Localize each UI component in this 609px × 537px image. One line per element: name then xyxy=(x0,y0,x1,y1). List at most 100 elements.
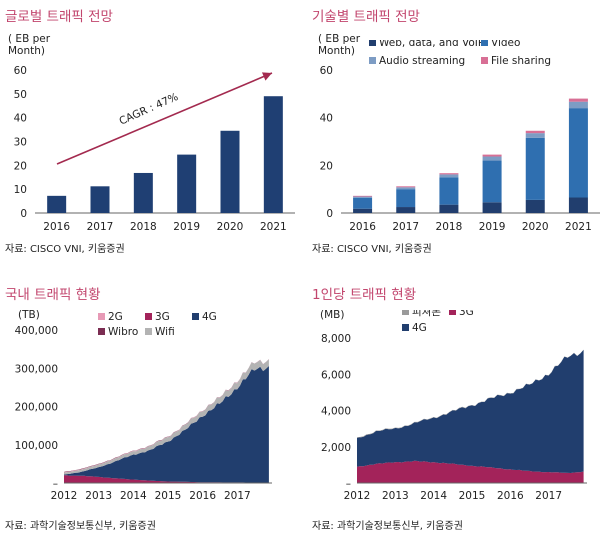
legend-label: 3G xyxy=(155,311,170,323)
bar-segment xyxy=(353,195,373,197)
bar-segment xyxy=(439,173,459,175)
bar-segment xyxy=(482,154,502,157)
chart2-svg: 0 20 40 60 2016 2017 2018 2019 2020 2021 Web, data… xyxy=(320,40,600,233)
x-tick-label: 2012 xyxy=(344,490,371,502)
y-tick-label: 40 xyxy=(320,113,333,125)
x-tick-label: 2017 xyxy=(535,490,562,502)
bar-segment xyxy=(439,174,459,178)
legend-swatch xyxy=(98,313,105,320)
trend-arrow-line xyxy=(56,72,273,165)
y-tick-label: 400,000 xyxy=(15,325,58,337)
y-tick-label: 6,000 xyxy=(321,369,351,381)
chart4-unit: (MB) xyxy=(320,309,345,321)
x-tick-label: 2016 xyxy=(349,221,376,233)
chart2-source: 자료: CISCO VNI, 키움증권 xyxy=(312,244,432,255)
chart1-svg: 0 10 20 30 40 50 60 2016 2017 2018 2019 2020 2021 CAG… xyxy=(14,65,295,233)
bar-segment xyxy=(396,187,416,190)
bar xyxy=(177,154,197,213)
x-tick-label: 2019 xyxy=(173,221,200,233)
legend-label: File sharing xyxy=(491,55,551,67)
y-tick-label: 0 xyxy=(20,208,27,220)
bar-segment xyxy=(482,160,502,203)
legend-swatch xyxy=(369,57,376,64)
x-tick-label: 2020 xyxy=(217,221,244,233)
y-tick-label: 100,000 xyxy=(15,440,58,452)
legend-label: 2G xyxy=(108,311,123,323)
x-tick-label: 2015 xyxy=(155,490,182,502)
bar-segment xyxy=(525,199,545,213)
bar-segment xyxy=(568,101,588,109)
y-tick-label: 300,000 xyxy=(15,363,58,375)
trend-arrow-head xyxy=(261,72,272,81)
x-tick-label: 2012 xyxy=(51,490,78,502)
bar-segment xyxy=(482,202,502,213)
chart4-source: 자료: 과학기술정보통신부, 키움증권 xyxy=(312,521,463,532)
bar-segment xyxy=(568,108,588,198)
y-tick-label: 20 xyxy=(14,160,27,172)
x-tick-label: 2013 xyxy=(382,490,409,502)
x-tick-label: 2015 xyxy=(459,490,486,502)
bar xyxy=(47,195,67,213)
x-tick-label: 2017 xyxy=(87,221,114,233)
y-tick-label: 10 xyxy=(14,184,27,196)
legend-swatch xyxy=(192,313,199,320)
bar-segment xyxy=(353,208,373,213)
x-tick-label: 2017 xyxy=(224,490,251,502)
chart2-unit: ( EB per Month) xyxy=(318,33,361,57)
bar-segment xyxy=(353,196,373,198)
x-tick-label: 2013 xyxy=(85,490,112,502)
x-tick-label: 2021 xyxy=(260,221,287,233)
x-tick-label: 2014 xyxy=(420,490,447,502)
legend-label: 4G xyxy=(202,311,217,323)
x-tick-label: 2021 xyxy=(565,221,592,233)
legend-swatch xyxy=(369,40,376,46)
bar xyxy=(90,186,110,213)
y-tick-label: 60 xyxy=(320,65,333,77)
legend-label: Audio streaming xyxy=(379,55,465,67)
x-tick-label: 2017 xyxy=(392,221,419,233)
legend-swatch xyxy=(145,328,152,335)
bar-segment xyxy=(568,98,588,102)
y-tick-label: 4,000 xyxy=(321,406,351,418)
legend-label: Web, data, and VoIP xyxy=(379,40,484,49)
bar-segment xyxy=(568,197,588,213)
legend-swatch xyxy=(449,310,456,315)
y-tick-label: 40 xyxy=(14,113,27,125)
x-tick-label: 2018 xyxy=(130,221,157,233)
x-tick-label: 2016 xyxy=(189,490,216,502)
y-tick-label: – xyxy=(53,478,58,490)
y-tick-label: 200,000 xyxy=(15,402,58,414)
legend-label: 피쳐폰 xyxy=(412,310,441,318)
chart1-unit: ( EB per Month) xyxy=(8,33,51,57)
bar-segment xyxy=(439,177,459,205)
legend-label: Wifi xyxy=(155,326,175,338)
y-tick-label: 8,000 xyxy=(321,333,351,345)
y-tick-label: 50 xyxy=(14,89,27,101)
area-series-Wifi xyxy=(64,359,269,475)
chart3-source: 자료: 과학기술정보통신부, 키움증권 xyxy=(5,521,156,532)
chart3-unit: (TB) xyxy=(18,309,40,321)
x-tick-label: 2020 xyxy=(522,221,549,233)
legend-swatch xyxy=(481,57,488,64)
legend-swatch xyxy=(481,40,488,46)
y-tick-label: 20 xyxy=(320,160,333,172)
x-tick-label: 2018 xyxy=(436,221,463,233)
area-series-4G xyxy=(64,366,269,483)
bar-segment xyxy=(396,189,416,208)
legend-swatch xyxy=(145,313,152,320)
bar-segment xyxy=(482,156,502,161)
y-tick-label: – xyxy=(346,478,351,490)
chart1-title: 글로벌 트래픽 전망 xyxy=(5,9,113,25)
bar-segment xyxy=(525,130,545,134)
area-series-4G xyxy=(357,349,584,473)
bar xyxy=(220,130,240,213)
bar-segment xyxy=(439,204,459,213)
legend-swatch xyxy=(402,310,409,315)
y-tick-label: 0 xyxy=(326,208,333,220)
bar-segment xyxy=(525,133,545,138)
bar-segment xyxy=(396,186,416,188)
chart2-title: 기술별 트래픽 전망 xyxy=(312,9,420,25)
legend-label: 3G xyxy=(459,310,474,318)
legend-swatch xyxy=(98,328,105,335)
x-tick-label: 2016 xyxy=(497,490,524,502)
